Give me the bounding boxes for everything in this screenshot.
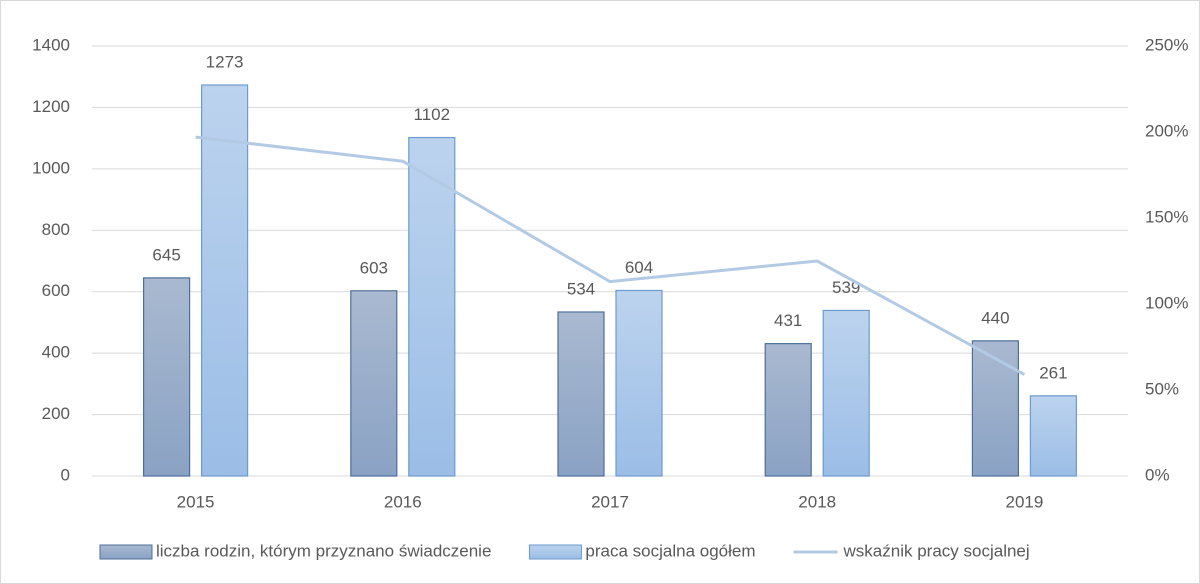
y-tick-label: 1400 [32, 35, 70, 54]
y-tick-label: 200 [42, 404, 70, 423]
y2-tick-label: 250% [1145, 35, 1188, 54]
data-label: 1102 [414, 105, 451, 124]
y-tick-label: 800 [42, 220, 70, 239]
legend-label: liczba rodzin, którym przyznano świadcze… [156, 541, 491, 560]
legend-swatch [528, 544, 582, 560]
y-tick-label: 0 [61, 465, 70, 484]
bar [822, 309, 870, 477]
data-label: 440 [981, 308, 1009, 327]
x-tick-label: 2018 [798, 492, 836, 511]
legend-label: wskaźnik pracy socjalnej [843, 541, 1030, 560]
data-label: 603 [360, 258, 388, 277]
data-label: 645 [152, 245, 180, 264]
x-tick-label: 2016 [384, 492, 422, 511]
bar [764, 343, 812, 477]
data-label: 261 [1039, 363, 1067, 382]
bar [971, 340, 1020, 477]
data-label: 1273 [206, 52, 244, 71]
bar [350, 290, 398, 477]
x-tick-label: 2019 [1005, 492, 1043, 511]
y2-tick-label: 150% [1145, 207, 1188, 226]
data-label: 539 [832, 278, 860, 297]
bar [1029, 395, 1078, 477]
bar [408, 136, 456, 477]
data-label: 431 [774, 311, 802, 330]
legend-label: praca socjalna ogółem [585, 541, 755, 560]
x-tick-label: 2017 [591, 492, 629, 511]
bar [201, 84, 249, 477]
y-tick-label: 1000 [32, 158, 70, 177]
y2-tick-label: 0% [1145, 465, 1170, 484]
y-tick-label: 600 [42, 281, 70, 300]
x-tick-label: 2015 [177, 492, 215, 511]
y-tick-label: 400 [42, 343, 70, 362]
y2-tick-label: 50% [1145, 379, 1179, 398]
data-label: 534 [567, 279, 595, 298]
line [195, 135, 1026, 376]
bar [615, 289, 663, 477]
y2-tick-label: 100% [1145, 293, 1188, 312]
legend-swatch [99, 544, 153, 560]
data-label: 604 [625, 258, 653, 277]
y2-tick-label: 200% [1145, 121, 1188, 140]
bar [557, 311, 605, 477]
y-tick-label: 1200 [32, 97, 70, 116]
bar [143, 277, 191, 477]
